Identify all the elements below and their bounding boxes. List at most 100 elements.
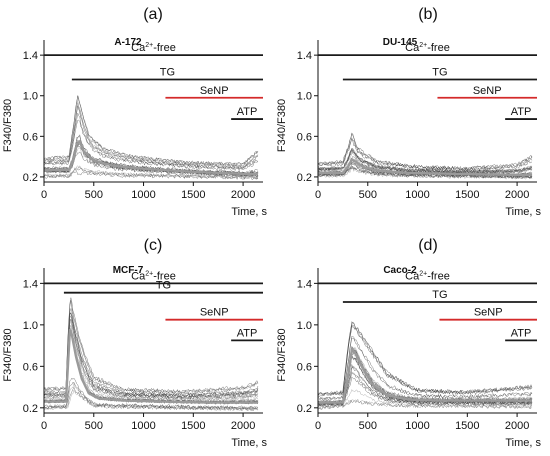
trace-line [317,132,533,171]
label-superscript: 2+ [145,270,153,277]
trace-line [317,398,533,410]
x-tick-label: 1500 [455,189,479,201]
x-tick-label: 2000 [231,420,255,432]
panel-mcf-7: (c)MCF-7 0.2 0.6 1.0 1.4 0 500 1000 1500 2000 Time… [2,237,267,449]
y-tick-label: 0.6 [23,131,38,143]
x-tick-label: 1500 [455,420,479,432]
label-part: Ca [131,270,146,282]
y-tick-label: 0.2 [297,172,312,184]
trace-line [43,151,259,178]
panel-caco-2: (d)Caco-2 0.2 0.6 1.0 1.4 0 500 1000 1500 2000 Tim… [276,237,541,449]
treatment-label-senp: SeNP [473,85,502,97]
x-tick-label: 500 [359,189,377,201]
panel-label: (b) [418,6,438,23]
mean-trace-line [317,348,533,404]
trace-line [317,166,533,179]
y-tick-label: 1.4 [297,50,312,62]
trace-line [43,312,259,398]
trace-line [317,335,533,401]
x-axis-label: Time, s [505,206,541,218]
mean-trace-line [317,158,533,177]
panel-label: (a) [143,6,163,23]
x-axis-label: Time, s [505,437,541,449]
x-tick-label: 2000 [231,189,255,201]
trace-group [317,132,533,180]
y-tick-label: 0.6 [297,361,312,373]
x-tick-label: 500 [85,189,103,201]
x-tick-label: 0 [41,189,47,201]
y-tick-label: 0.6 [297,131,312,143]
label-superscript: 2+ [419,42,427,49]
trace-line [43,302,259,395]
y-tick-label: 1.0 [297,91,312,103]
y-axis-label: F340/F380 [2,328,14,381]
panel-du-145: (b) DU-145 0.2 0.6 1.0 1.4 0 500 1000 1500 2000 Tim… [276,6,541,218]
trace-line [43,171,259,180]
x-tick-label: 500 [359,420,377,432]
y-axis-label: F340/F380 [2,99,14,152]
treatment-label-ca-free: Ca2+-free [131,42,176,54]
y-tick-label: 0.6 [23,361,38,373]
x-axis-label: Time, s [231,437,267,449]
trace-line [43,386,259,412]
y-tick-label: 1.4 [297,278,312,290]
y-tick-label: 1.0 [297,320,312,332]
trace-line [43,105,259,169]
trace-line [43,324,259,403]
treatment-label-ca-free: Ca2+-free [405,270,450,282]
x-tick-label: 1000 [405,189,429,201]
panel-label: (d) [418,237,438,254]
panel-title: Caco-2 [383,265,417,276]
mean-trace-line [43,140,259,176]
x-axis-label: Time, s [231,206,267,218]
trace-line [317,347,533,405]
trace-group [43,95,259,180]
treatment-label-ca-free: Ca2+-free [131,270,176,282]
trace-group [43,297,259,412]
treatment-label-atp: ATP [511,106,532,118]
trace-line [317,324,533,397]
y-axis-label: F340/F380 [276,99,288,152]
trace-line [43,307,259,397]
treatment-label-atp: ATP [511,327,532,339]
y-tick-label: 0.2 [23,172,38,184]
treatment-label-atp: ATP [237,327,258,339]
x-tick-label: 1500 [181,420,205,432]
trace-line [43,297,259,394]
label-part: -free [427,42,450,54]
y-tick-label: 1.4 [23,278,38,290]
treatment-label-ca-free: Ca2+-free [405,42,450,54]
x-tick-label: 0 [41,420,47,432]
trace-line [43,377,259,410]
x-tick-label: 2000 [505,189,529,201]
y-tick-label: 0.2 [23,403,38,415]
trace-line [43,100,259,168]
y-tick-label: 0.2 [297,403,312,415]
trace-line [317,155,533,177]
y-tick-label: 1.4 [23,50,38,62]
label-superscript: 2+ [419,270,427,277]
label-part: -free [153,42,176,54]
trace-line [317,320,533,396]
trace-line [317,364,533,407]
treatment-label-tg: TG [156,280,171,292]
trace-line [43,382,259,410]
trace-line [317,137,533,172]
trace-line [317,147,533,174]
trace-line [43,165,259,179]
panel-a-172: (a) A-172 0.2 0.6 1.0 1.4 0 500 1000 1500 2000 Time… [2,6,267,218]
label-part: -free [153,270,176,282]
trace-line [43,102,259,169]
trace-group [317,320,533,410]
label-part: Ca [131,42,146,54]
treatment-label-tg: TG [432,289,447,301]
x-tick-label: 2000 [505,420,529,432]
label-part: Ca [405,42,420,54]
x-tick-label: 1000 [131,420,155,432]
trace-line [43,328,259,404]
treatment-label-senp: SeNP [474,307,503,319]
x-tick-label: 0 [315,420,321,432]
mean-trace-line [43,328,259,404]
label-part: -free [427,270,450,282]
